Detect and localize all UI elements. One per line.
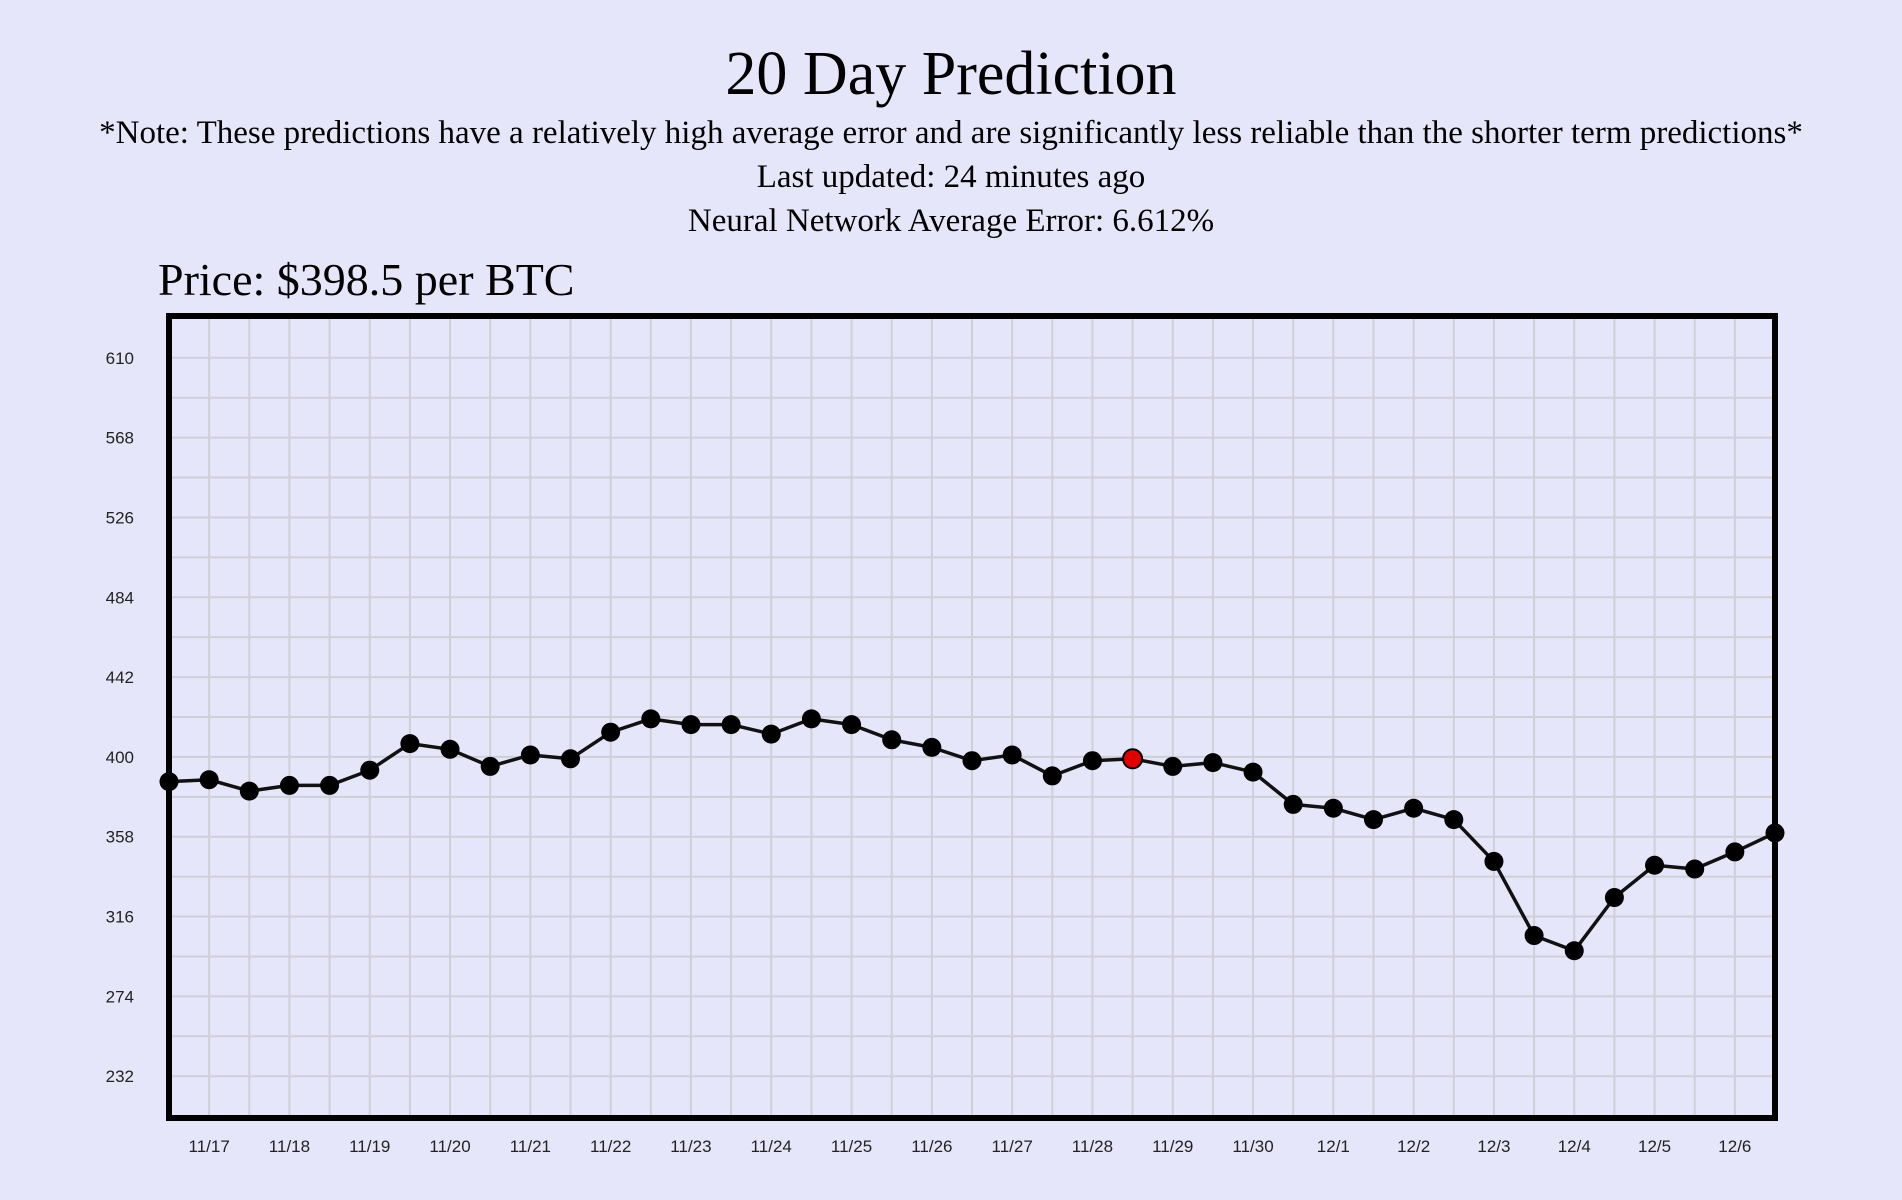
data-point[interactable] xyxy=(1203,753,1223,773)
data-point[interactable] xyxy=(1323,798,1343,818)
y-tick-label: 610 xyxy=(106,349,134,368)
data-point[interactable] xyxy=(320,775,340,795)
data-point[interactable] xyxy=(601,722,621,742)
data-point[interactable] xyxy=(922,737,942,757)
data-point[interactable] xyxy=(1042,766,1062,786)
data-point[interactable] xyxy=(199,770,219,790)
y-tick-label: 484 xyxy=(106,588,134,607)
data-point[interactable] xyxy=(1082,751,1102,771)
y-tick-label: 316 xyxy=(106,908,134,927)
y-tick-label: 232 xyxy=(106,1067,134,1086)
x-tick-label: 12/6 xyxy=(1718,1137,1751,1156)
x-tick-label: 11/27 xyxy=(992,1137,1033,1156)
data-point[interactable] xyxy=(962,751,982,771)
page-title: 20 Day Prediction xyxy=(725,40,1177,108)
data-point[interactable] xyxy=(1444,810,1464,830)
data-point[interactable] xyxy=(279,775,299,795)
y-tick-label: 442 xyxy=(106,668,134,687)
reliability-note: *Note: These predictions have a relative… xyxy=(99,115,1803,151)
y-tick-label: 358 xyxy=(106,828,134,847)
data-point[interactable] xyxy=(882,730,902,750)
data-points xyxy=(159,709,1785,961)
data-point[interactable] xyxy=(1645,855,1665,875)
x-tick-label: 11/17 xyxy=(189,1137,230,1156)
current-price-point[interactable] xyxy=(1122,748,1144,770)
x-tick-label: 11/29 xyxy=(1152,1137,1193,1156)
x-axis-ticks: 11/17 11/18 11/19 11/20 11/21 11/22 11/23 11/24… xyxy=(189,1137,1752,1156)
x-tick-label: 12/2 xyxy=(1397,1137,1430,1156)
x-tick-label: 12/4 xyxy=(1558,1137,1591,1156)
x-tick-label: 11/24 xyxy=(751,1137,792,1156)
data-point[interactable] xyxy=(360,760,380,780)
y-tick-label: 274 xyxy=(106,987,134,1006)
data-point[interactable] xyxy=(440,739,460,759)
y-tick-label: 400 xyxy=(106,748,134,767)
x-tick-label: 11/19 xyxy=(349,1137,390,1156)
x-tick-label: 11/21 xyxy=(510,1137,551,1156)
x-tick-label: 12/3 xyxy=(1477,1137,1510,1156)
data-point[interactable] xyxy=(1524,926,1544,946)
data-point[interactable] xyxy=(801,709,821,729)
data-point[interactable] xyxy=(239,781,259,801)
chart-grid xyxy=(169,316,1775,1118)
data-point[interactable] xyxy=(520,745,540,765)
data-point[interactable] xyxy=(1484,851,1504,871)
data-point[interactable] xyxy=(842,715,862,735)
current-price-label: Price: $398.5 per BTC xyxy=(158,254,575,305)
average-error-text: Neural Network Average Error: 6.612% xyxy=(687,203,1215,239)
data-point[interactable] xyxy=(721,715,741,735)
data-point[interactable] xyxy=(480,756,500,776)
chart-plot-border xyxy=(166,313,1778,1121)
x-tick-label: 11/23 xyxy=(670,1137,711,1156)
x-tick-label: 11/18 xyxy=(269,1137,310,1156)
data-point[interactable] xyxy=(1725,842,1745,862)
x-tick-label: 11/22 xyxy=(590,1137,631,1156)
x-tick-label: 11/20 xyxy=(429,1137,470,1156)
x-tick-label: 11/25 xyxy=(831,1137,872,1156)
x-tick-label: 12/1 xyxy=(1317,1137,1350,1156)
data-point[interactable] xyxy=(1163,756,1183,776)
data-point[interactable] xyxy=(1564,941,1584,961)
data-point[interactable] xyxy=(1002,745,1022,765)
x-tick-label: 11/30 xyxy=(1232,1137,1273,1156)
data-point[interactable] xyxy=(681,715,701,735)
last-updated-text: Last updated: 24 minutes ago xyxy=(756,159,1146,195)
data-point[interactable] xyxy=(1364,810,1383,830)
x-tick-label: 11/26 xyxy=(911,1137,952,1156)
data-point[interactable] xyxy=(761,724,781,744)
data-point[interactable] xyxy=(1243,762,1263,782)
y-tick-label: 526 xyxy=(106,508,134,527)
x-tick-label: 11/28 xyxy=(1072,1137,1113,1156)
data-point[interactable] xyxy=(1604,888,1624,908)
data-point[interactable] xyxy=(1685,859,1705,879)
data-point[interactable] xyxy=(641,709,661,729)
data-point[interactable] xyxy=(561,749,580,769)
x-tick-label: 12/5 xyxy=(1638,1137,1671,1156)
data-point[interactable] xyxy=(1404,798,1424,818)
y-axis-ticks: 232 274 316 358 400 442 484 526 568 610 xyxy=(106,349,134,1086)
data-point[interactable] xyxy=(400,734,420,754)
data-point[interactable] xyxy=(1283,794,1303,814)
y-tick-label: 568 xyxy=(106,429,134,448)
